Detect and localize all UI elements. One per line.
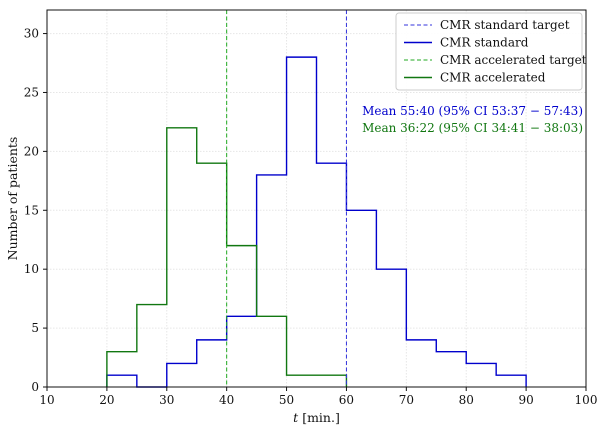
legend-label: CMR accelerated	[440, 71, 546, 85]
legend-item: CMR accelerated	[404, 71, 546, 85]
x-tick-label-100: 100	[575, 393, 598, 407]
legend-box	[395, 12, 583, 91]
histogram-bin	[197, 340, 227, 387]
histogram-bin	[197, 163, 227, 387]
x-axis-variable: t	[293, 410, 299, 425]
legend-item: CMR standard	[404, 36, 529, 50]
histogram-bin	[496, 375, 526, 387]
y-tick-label-20: 20	[24, 144, 39, 158]
histogram-bin	[257, 175, 287, 387]
legend-label: CMR standard	[440, 36, 529, 50]
histogram-bin	[107, 352, 137, 387]
target-lines	[226, 10, 347, 387]
histogram-bin	[167, 128, 197, 387]
x-tick-label-60: 60	[339, 393, 354, 407]
histogram-outline	[106, 56, 527, 388]
accelerated-mean-annotation: Mean 36:22 (95% CI 34:41 − 38:03)	[362, 121, 583, 135]
legend-item: CMR accelerated target	[404, 53, 587, 67]
y-tick-label-25: 25	[24, 85, 39, 99]
annotations: Mean 55:40 (95% CI 53:37 − 57:43) Mean 36…	[362, 104, 583, 135]
x-tick-label-30: 30	[159, 393, 174, 407]
histogram-bin	[257, 316, 287, 387]
histogram-bin	[227, 316, 257, 387]
plot-frame	[46, 9, 587, 388]
legend-item: CMR standard target	[404, 18, 570, 32]
x-tick-label-70: 70	[399, 393, 414, 407]
x-tick-label-90: 90	[518, 393, 533, 407]
histogram-bin	[436, 352, 466, 387]
legend-label: CMR standard target	[440, 18, 570, 32]
histogram-bin	[346, 210, 376, 387]
x-tick-label-20: 20	[99, 393, 114, 407]
y-tick-label-0: 0	[31, 380, 39, 394]
histogram-bin	[107, 375, 137, 387]
x-axis-unit: [min.]	[302, 410, 340, 425]
x-axis-label: t [min.]	[293, 410, 340, 425]
x-tick-label-40: 40	[219, 393, 234, 407]
series-standard	[106, 56, 527, 388]
x-tick-label-50: 50	[279, 393, 294, 407]
histogram-bin	[317, 163, 347, 387]
ticks: 10 20 30 40 50 60 70 80 90 100 0 5 10 15 20 25 30	[24, 27, 598, 407]
histogram-bin	[317, 375, 347, 387]
y-tick-label-10: 10	[24, 262, 39, 276]
legend-label: CMR accelerated target	[440, 53, 587, 67]
y-axis-label: Number of patients	[5, 137, 20, 261]
y-tick-label-15: 15	[24, 203, 39, 217]
x-tick-label-80: 80	[459, 393, 474, 407]
histogram-bin	[137, 305, 167, 387]
histogram-bin	[167, 363, 197, 387]
histogram-bin	[287, 375, 317, 387]
standard-mean-annotation: Mean 55:40 (95% CI 53:37 − 57:43)	[362, 104, 583, 118]
y-tick-label-30: 30	[24, 27, 39, 41]
histogram-bin	[287, 57, 317, 387]
legend: CMR standard target CMR standard CMR accel…	[395, 12, 587, 91]
histogram-bin	[406, 340, 436, 387]
y-tick-label-5: 5	[31, 321, 39, 335]
x-tick-label-10: 10	[39, 393, 54, 407]
histogram-bin	[466, 363, 496, 387]
